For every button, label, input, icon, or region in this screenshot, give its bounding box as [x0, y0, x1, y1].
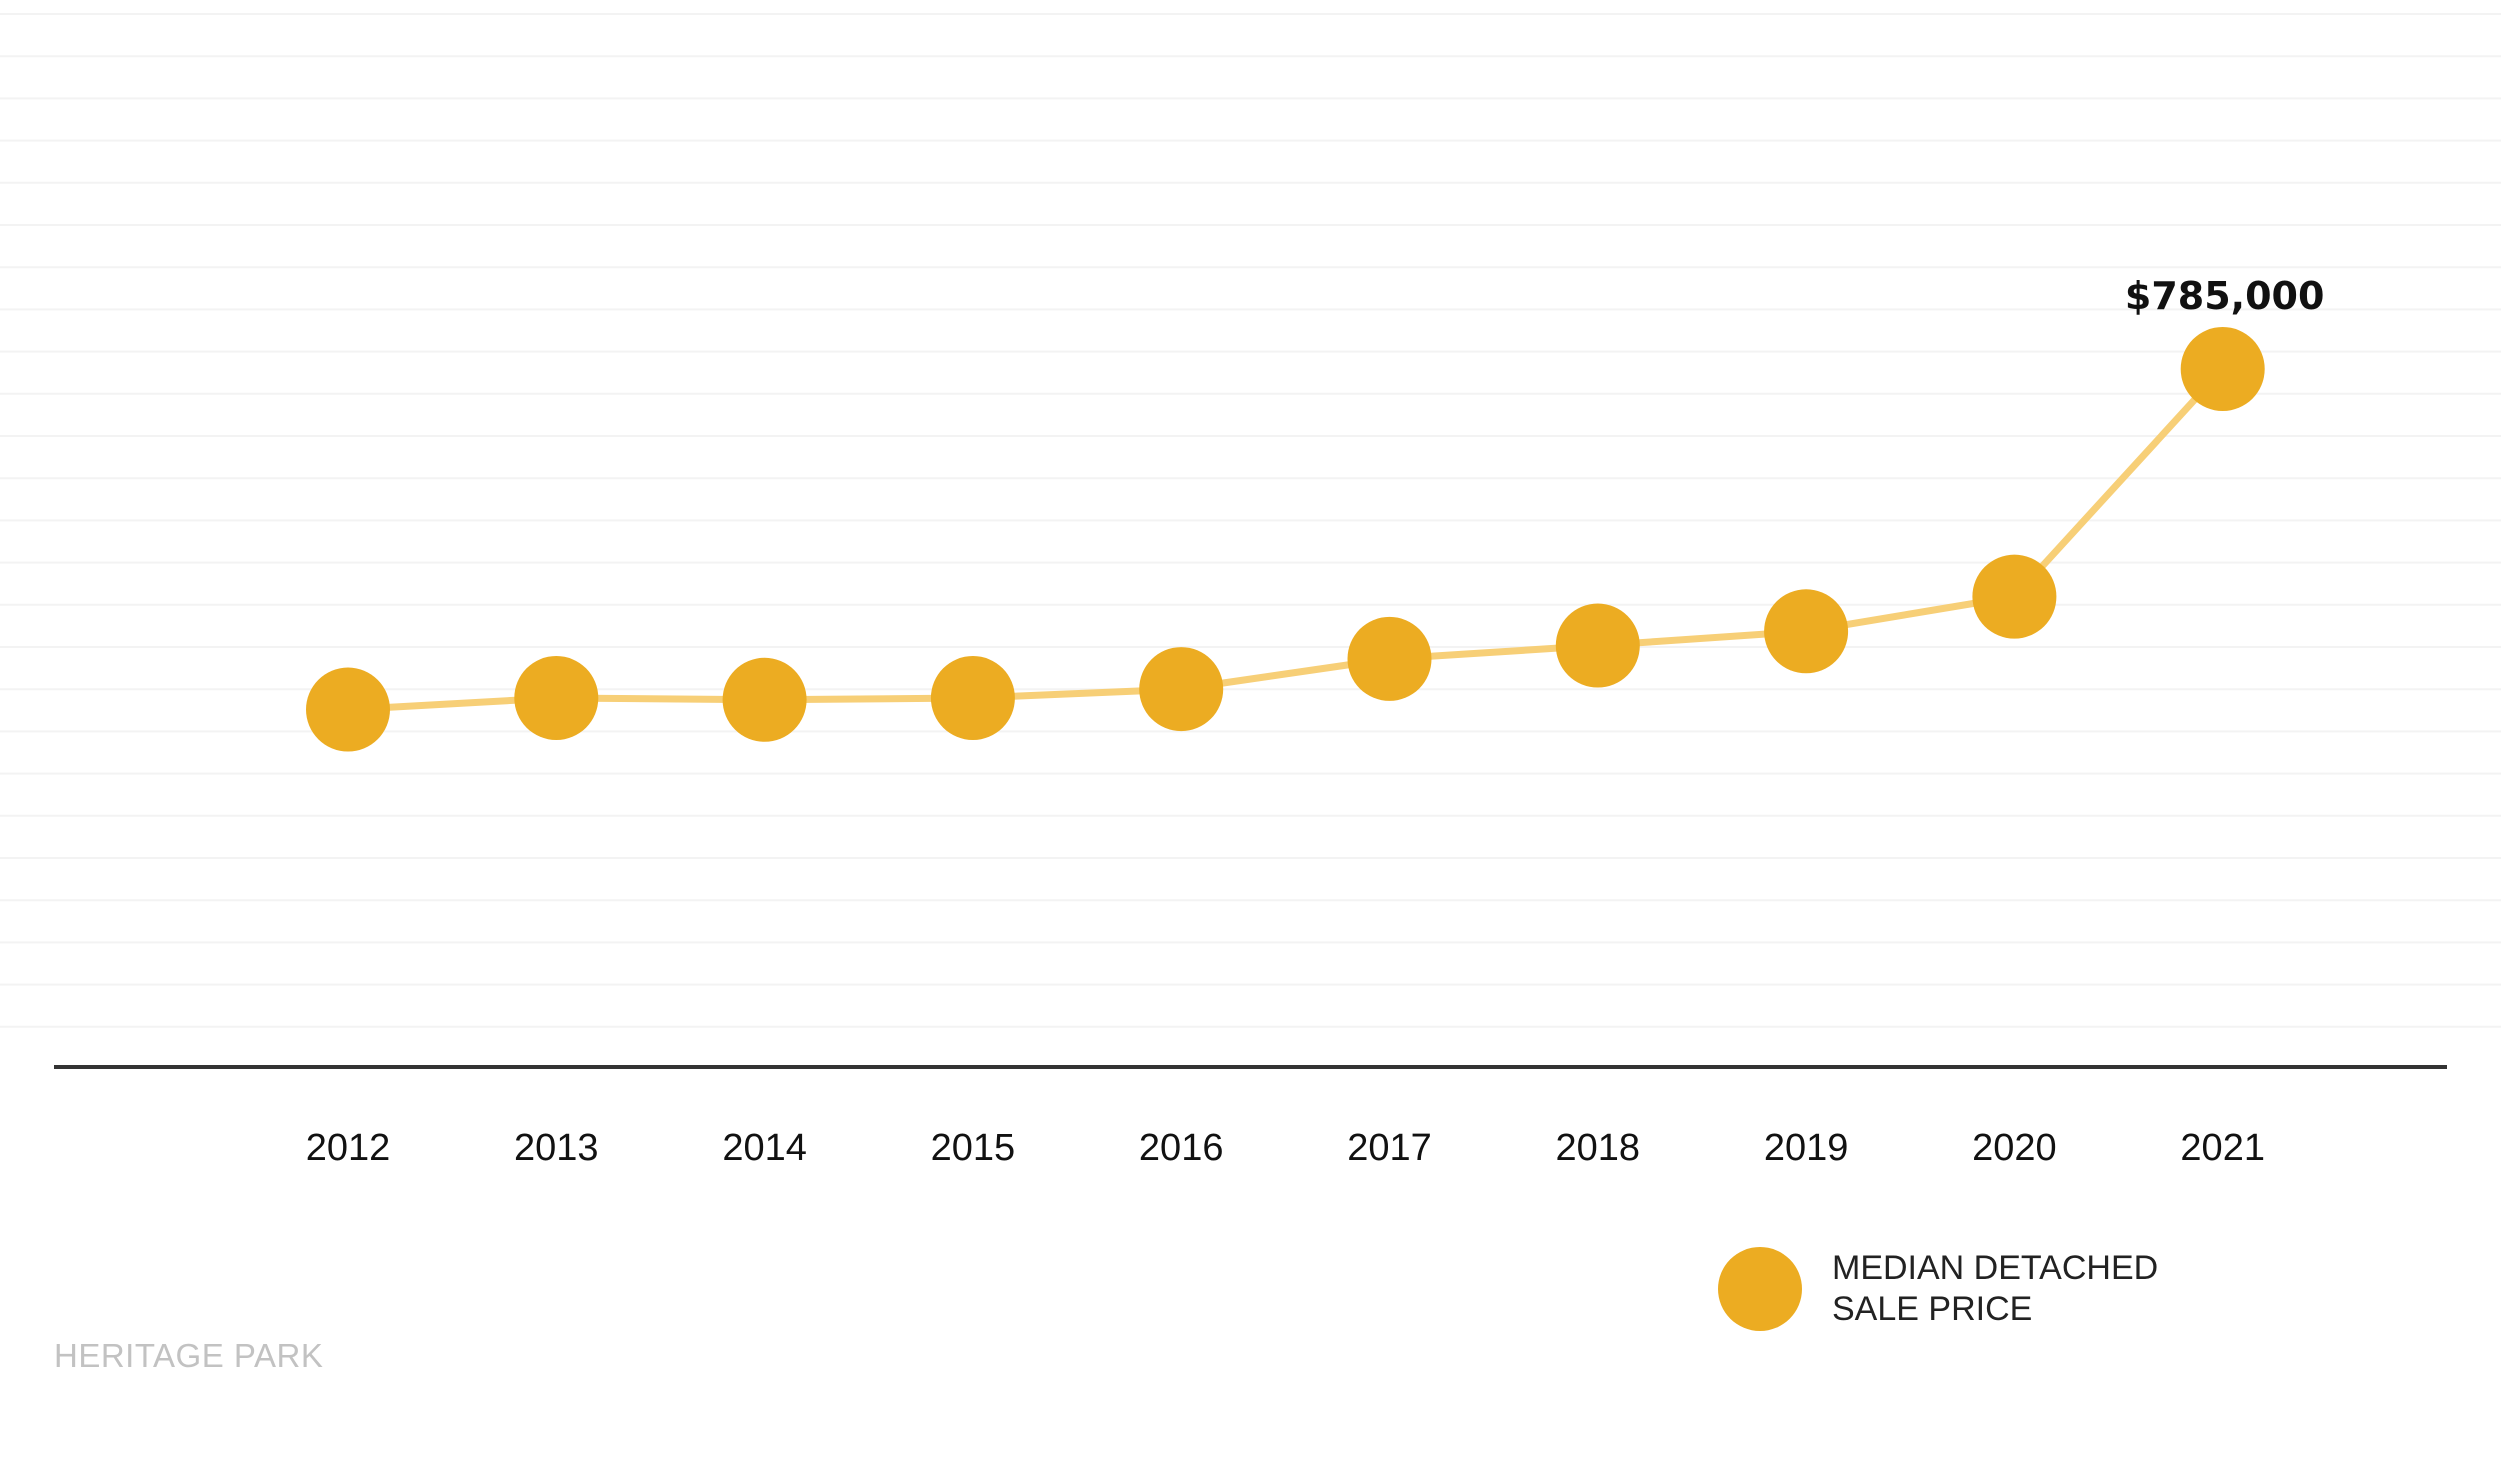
data-point-2016 — [1139, 647, 1224, 732]
legend-label-line-2: SALE PRICE — [1832, 1290, 2033, 1328]
data-point-2014 — [722, 657, 807, 742]
x-tick-label-2021: 2021 — [2180, 1127, 2265, 1169]
data-labels: $785,000 — [2125, 274, 2325, 318]
x-tick-label-2020: 2020 — [1972, 1127, 2057, 1169]
legend-marker-icon — [1718, 1247, 1802, 1331]
x-tick-label-2018: 2018 — [1556, 1127, 1641, 1169]
data-point-2019 — [1764, 589, 1849, 674]
series-line — [347, 366, 2226, 714]
x-tick-labels: 2012 2013 2014 2015 2016 2017 2018 2019 2020 2021 — [306, 1127, 2265, 1169]
x-tick-label-2015: 2015 — [931, 1127, 1016, 1169]
data-label-2021: $785,000 — [2125, 274, 2325, 318]
data-point-2017 — [1347, 616, 1432, 701]
x-tick-label-2014: 2014 — [722, 1127, 807, 1169]
legend-label-line-1: MEDIAN DETACHED — [1832, 1249, 2159, 1287]
legend: MEDIAN DETACHED SALE PRICE — [1718, 1247, 2158, 1331]
data-point-2020 — [1972, 554, 2057, 639]
footer-label: HERITAGE PARK — [54, 1337, 324, 1374]
x-tick-label-2013: 2013 — [514, 1127, 599, 1169]
x-tick-label-2016: 2016 — [1139, 1127, 1224, 1169]
data-point-2012 — [306, 667, 390, 752]
data-point-2013 — [514, 655, 599, 740]
x-tick-label-2017: 2017 — [1347, 1127, 1432, 1169]
data-point-2015 — [930, 655, 1015, 740]
x-tick-label-2019: 2019 — [1764, 1127, 1849, 1169]
gridlines — [0, 13, 2501, 1028]
legend-label: MEDIAN DETACHED SALE PRICE — [1832, 1248, 2158, 1330]
data-points — [306, 327, 2265, 752]
x-tick-label-2012: 2012 — [306, 1127, 391, 1169]
data-point-2018 — [1555, 603, 1640, 688]
data-point-2021 — [2180, 327, 2265, 412]
